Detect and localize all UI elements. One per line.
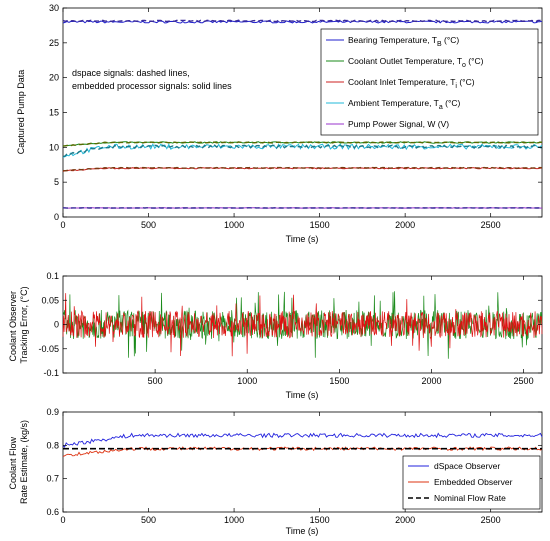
y-tick-label: 0.6: [46, 507, 59, 517]
series-line-tracking-error-1: [62, 293, 543, 357]
series-line-bearing-temperature-t-dspace: [62, 19, 543, 23]
x-tick-label: 0: [60, 515, 65, 525]
x-tick-label: 500: [148, 376, 163, 386]
legend-label-nominal-flow-rate: Nominal Flow Rate: [434, 493, 506, 503]
y-tick-label: 25: [49, 38, 59, 48]
legend-label-subscript: i: [455, 83, 457, 90]
legend-label-subscript: a: [439, 104, 443, 111]
legend-label-unit: (°C): [442, 35, 460, 45]
x-tick-label: 2500: [481, 220, 501, 230]
x-tick-label: 1000: [224, 220, 244, 230]
y-tick-label: 5: [54, 177, 59, 187]
y-tick-label: 20: [49, 73, 59, 83]
axes: 0 500 1000 1500 2000 2500 0 5 10 15 20 25 30: [49, 3, 542, 230]
series-group: [62, 291, 543, 359]
legend-label-coolant-inlet-temperature-t: Coolant Inlet Temperature, Ti (°C): [348, 77, 475, 90]
axes: 0 500 1000 1500 2000 2500 0.6 0.7 0.8 0.9: [46, 407, 542, 525]
y-axis-label: Captured Pump Data: [16, 70, 26, 155]
y-axis-label: Coolant Flow Rate Estimate, (kg/s): [8, 420, 29, 504]
y-tick-label: 0.9: [46, 407, 59, 417]
y-axis-label-line-1: Coolant Observer: [8, 291, 18, 362]
legend-box: [320, 28, 539, 136]
chart-panel-pump-data: 0 500 1000 1500 2000 2500 0 5 10 15 20 25 30 dspace …: [16, 3, 543, 244]
x-tick-label: 2500: [514, 376, 534, 386]
x-tick-label: 1500: [310, 220, 330, 230]
y-tick-label: 0: [54, 320, 59, 330]
x-tick-label: 1500: [310, 515, 330, 525]
series-line-ambient-temperature-t-embedded: [62, 143, 543, 158]
x-axis-label: Time (s): [286, 526, 319, 536]
series-line-coolant-inlet-temperature-t-dspace: [62, 166, 543, 172]
legend-label-text: Bearing Temperature, T: [348, 35, 437, 45]
axes: 500 1000 1500 2000 2500 -0.1 -0.05 0 0.05 0.1: [38, 271, 542, 386]
x-tick-label: 0: [60, 220, 65, 230]
legend-label-ambient-temperature-t: Ambient Temperature, Ta (°C): [348, 98, 461, 111]
x-tick-label: 2500: [481, 515, 501, 525]
x-tick-label: 500: [141, 220, 156, 230]
x-axis-label: Time (s): [286, 234, 319, 244]
x-tick-label: 2000: [421, 376, 441, 386]
legend-label-text: Coolant Outlet Temperature, T: [348, 56, 462, 66]
y-tick-label: 10: [49, 142, 59, 152]
series-line-dspace-observer: [62, 432, 543, 448]
x-tick-label: 500: [141, 515, 156, 525]
annotation-line-1: dspace signals: dashed lines,: [72, 68, 190, 78]
legend-label-subscript: B: [437, 41, 442, 48]
annotation-line-2: embedded processor signals: solid lines: [72, 81, 232, 91]
legend-label-dspace-observer: dSpace Observer: [434, 461, 500, 471]
legend-label-unit: (°C): [457, 77, 475, 87]
series-group: [62, 19, 543, 209]
x-tick-label: 2000: [395, 515, 415, 525]
chart-panel-flow-estimate: 0 500 1000 1500 2000 2500 0.6 0.7 0.8 0.9 dSpace …: [8, 407, 543, 536]
series-group: [62, 432, 543, 457]
legend-label-text: Pump Power Signal, W (V): [348, 119, 449, 129]
legend-label-embedded-observer: Embedded Observer: [434, 477, 513, 487]
y-tick-label: -0.05: [38, 344, 59, 354]
y-tick-label: -0.1: [43, 368, 59, 378]
y-tick-label: 30: [49, 3, 59, 13]
y-tick-label: 0.7: [46, 474, 59, 484]
y-axis-label: Coolant Observer Tracking Error, (°C): [8, 286, 29, 363]
y-tick-label: 15: [49, 108, 59, 118]
legend: dSpace Observer Embedded Observer Nominal …: [402, 455, 541, 510]
x-tick-label: 1000: [224, 515, 244, 525]
series-line-coolant-outlet-temperature-t-dspace: [63, 141, 543, 147]
legend-label-coolant-outlet-temperature-t: Coolant Outlet Temperature, To (°C): [348, 56, 484, 69]
legend-label-unit: (°C): [443, 98, 461, 108]
chart-panel-tracking-error: 500 1000 1500 2000 2500 -0.1 -0.05 0 0.05 0.1 Tim…: [8, 271, 543, 400]
y-tick-label: 0: [54, 212, 59, 222]
x-tick-label: 2000: [395, 220, 415, 230]
x-axis-label: Time (s): [286, 390, 319, 400]
legend-label-text: Coolant Inlet Temperature, T: [348, 77, 455, 87]
legend: Bearing Temperature, TB (°C)Coolant Outl…: [320, 28, 539, 136]
legend-label-unit: (°C): [466, 56, 484, 66]
y-tick-label: 0.05: [41, 295, 59, 305]
legend-label-text: Ambient Temperature, T: [348, 98, 439, 108]
legend-label-pump-power-signal-w-v: Pump Power Signal, W (V): [348, 119, 449, 129]
legend-label-bearing-temperature-t: Bearing Temperature, TB (°C): [348, 35, 459, 48]
legend-label-subscript: o: [462, 62, 466, 69]
y-axis-label-line-2: Rate Estimate, (kg/s): [19, 420, 29, 504]
series-line-ambient-temperature-t-dspace: [62, 144, 543, 158]
y-axis-label-line-2: Tracking Error, (°C): [19, 286, 29, 363]
y-tick-label: 0.1: [46, 271, 59, 281]
y-tick-label: 0.8: [46, 440, 59, 450]
x-tick-label: 1500: [329, 376, 349, 386]
y-axis-label-line-1: Coolant Flow: [8, 436, 18, 489]
x-tick-label: 1000: [237, 376, 257, 386]
